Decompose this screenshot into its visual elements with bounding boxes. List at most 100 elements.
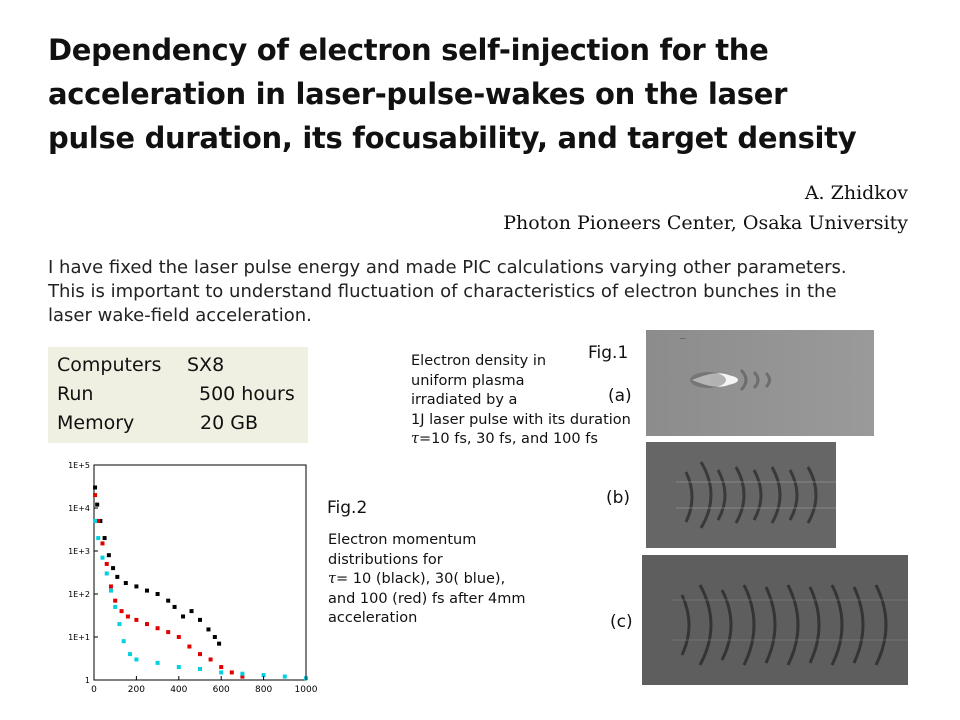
data-point	[108, 588, 113, 593]
data-point	[198, 667, 202, 672]
intro-paragraph: I have fixed the laser pulse energy and …	[48, 256, 928, 328]
data-point	[166, 630, 171, 635]
data-point	[123, 581, 128, 586]
x-tick-label: 200	[128, 685, 145, 695]
resource-row: Computers SX8	[48, 351, 308, 380]
caption-line: 1J laser pulse with its duration	[411, 411, 631, 428]
panel-label-a: (a)	[608, 386, 632, 406]
data-point	[198, 652, 202, 657]
caption-line: Electron momentum	[328, 532, 477, 548]
panel-label-b: (b)	[606, 488, 631, 508]
title-line-2: acceleration in laser-pulse-wakes on the…	[48, 77, 788, 111]
caption-rest: = 10 (black), 30( blue),	[336, 571, 506, 587]
y-tick-label: 1E+2	[68, 590, 90, 599]
data-point	[155, 626, 160, 631]
fig1-label: Fig.1	[588, 343, 629, 363]
x-tick-label: 0	[91, 685, 97, 695]
x-tick-label: 400	[170, 685, 187, 695]
data-point	[128, 652, 133, 657]
data-point	[119, 609, 124, 614]
data-point	[181, 614, 186, 619]
data-point	[166, 598, 171, 603]
data-point	[134, 584, 139, 589]
plot-area	[93, 464, 307, 681]
data-point	[115, 574, 120, 579]
fig2-caption: Electron momentum distributions for τ= 1…	[328, 531, 526, 629]
data-point	[106, 553, 111, 558]
panel-label-c: (c)	[610, 612, 633, 632]
data-point	[100, 541, 105, 546]
data-point	[117, 622, 122, 627]
density-image-c	[642, 555, 908, 685]
data-point	[212, 635, 217, 639]
data-point	[240, 671, 245, 676]
data-point	[93, 518, 98, 523]
data-point	[111, 566, 116, 571]
data-point	[121, 639, 126, 644]
data-point	[176, 635, 181, 639]
resource-row: Run 500 hours	[48, 380, 308, 409]
tau-symbol: τ	[411, 431, 420, 447]
resource-key: Computers	[57, 354, 162, 376]
data-point	[172, 604, 177, 609]
data-point	[100, 555, 105, 560]
tau-symbol: τ	[328, 571, 337, 587]
caption-line: Electron density in	[411, 353, 547, 369]
y-tick-label: 1E+3	[68, 547, 90, 556]
data-point	[113, 604, 118, 609]
y-tick-label: 1E+1	[68, 633, 90, 642]
y-tick-label: 1E+4	[68, 504, 90, 513]
x-tick-label: 1000	[295, 685, 318, 695]
data-point	[208, 657, 213, 662]
caption-line: τ= 10 (black), 30( blue),	[328, 570, 526, 590]
resources-box: Computers SX8 Run 500 hours Memory 20 GB	[48, 347, 308, 443]
data-point	[125, 614, 130, 619]
resource-value: 500 hours	[199, 383, 295, 405]
caption-line: distributions for	[328, 551, 443, 568]
data-point	[108, 584, 113, 589]
resource-key: Run	[57, 383, 94, 405]
caption-line: acceleration	[328, 610, 418, 626]
y-tick-label: 1	[85, 676, 90, 685]
data-point	[240, 674, 245, 679]
intro-line-2: This is important to understand fluctuat…	[48, 281, 837, 302]
caption-line: and 100 (red) fs after 4mm	[328, 590, 526, 607]
resource-key: Memory	[57, 412, 135, 434]
author-affiliation: Photon Pioneers Center, Osaka University	[503, 212, 908, 234]
caption-line: uniform plasma	[411, 372, 525, 389]
data-point	[104, 571, 109, 576]
y-tick-label: 1E+5	[68, 461, 90, 470]
fig1-caption: Electron density in uniform plasma irrad…	[411, 352, 631, 450]
slide-title: Dependency of electron self-injection fo…	[48, 28, 908, 160]
density-image-a: ---	[646, 330, 874, 436]
density-panel-b	[646, 442, 836, 548]
data-point	[282, 674, 287, 679]
density-panel-c	[642, 555, 908, 685]
data-point	[96, 536, 101, 541]
caption-line: irradiated by a	[411, 392, 518, 408]
y-axis-ticks: 1 1E+1 1E+2 1E+3 1E+4 1E+5	[68, 461, 98, 685]
data-point	[98, 518, 103, 523]
data-point	[198, 617, 202, 622]
data-point	[219, 670, 224, 675]
data-point	[134, 617, 139, 622]
fig2-label: Fig.2	[327, 498, 368, 518]
data-point	[113, 598, 118, 603]
data-point	[217, 641, 222, 646]
caption-rest: =10 fs, 30 fs, and 100 fs	[419, 431, 598, 447]
data-point	[229, 670, 234, 675]
resource-value: SX8	[187, 354, 225, 376]
x-tick-label: 600	[213, 685, 230, 695]
data-point	[93, 485, 98, 490]
data-point	[96, 518, 101, 523]
author-name: A. Zhidkov	[804, 182, 908, 204]
svg-text:---: ---	[680, 336, 686, 342]
x-axis-ticks: 0 200 400 600 800 1000	[91, 676, 318, 695]
data-point	[176, 665, 181, 670]
title-line-1: Dependency of electron self-injection fo…	[48, 33, 769, 67]
intro-line-1: I have fixed the laser pulse energy and …	[48, 257, 847, 278]
data-point	[206, 627, 211, 632]
data-point	[95, 502, 100, 507]
data-point	[134, 657, 139, 662]
momentum-distribution-chart: 1 1E+1 1E+2 1E+3 1E+4 1E+5 0 200 400 600 800 1000	[68, 461, 318, 695]
